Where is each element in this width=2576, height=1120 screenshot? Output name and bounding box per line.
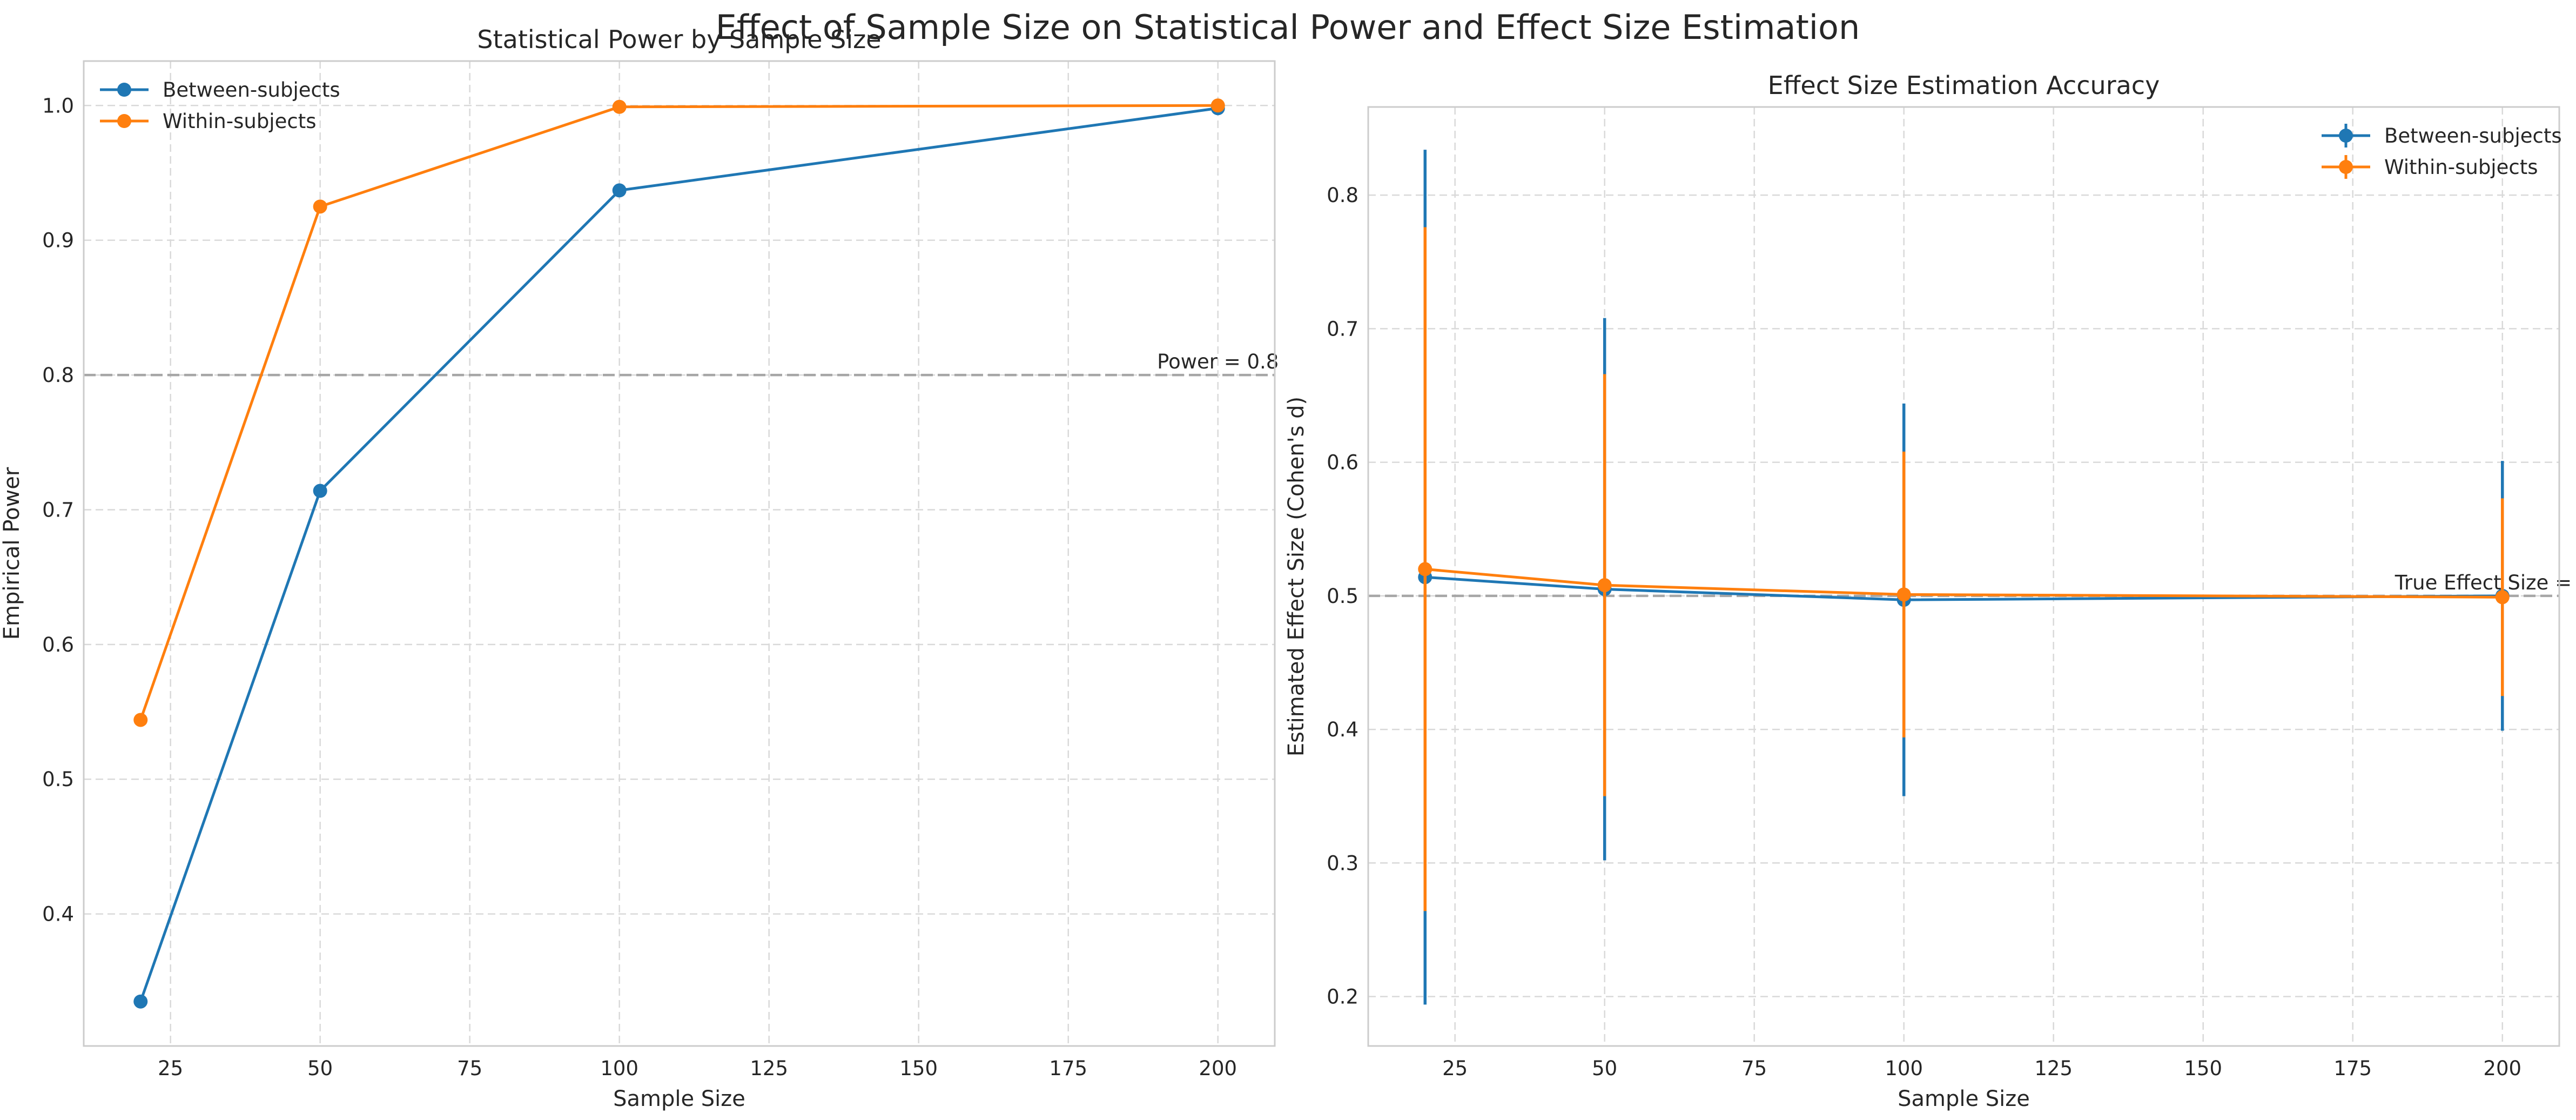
y-tick-label: 0.6: [1327, 451, 1358, 474]
data-point: [313, 484, 327, 498]
x-tick-label: 125: [2034, 1057, 2073, 1080]
series-line: [1425, 567, 2503, 599]
data-point: [1210, 98, 1225, 113]
data-point: [133, 994, 148, 1009]
data-point: [1597, 578, 1612, 593]
y-tick-label: 1.0: [42, 94, 74, 117]
figure-title: Effect of Sample Size on Statistical Pow…: [716, 8, 1860, 47]
x-axis-label: Sample Size: [613, 1087, 745, 1111]
x-tick-label: 50: [1592, 1057, 1617, 1080]
legend-label: Within-subjects: [163, 110, 316, 133]
x-tick-label: 100: [1885, 1057, 1923, 1080]
y-tick-label: 0.6: [42, 633, 74, 656]
legend-label: Between-subjects: [2384, 124, 2562, 147]
legend-label: Between-subjects: [163, 78, 340, 102]
power-chart: Power = 0.8 25 50 75 100 125 150 175 200 0.4 0.5 0.…: [0, 25, 1279, 1111]
y-tick-label: 0.9: [42, 229, 74, 252]
y-tick-label: 0.8: [1327, 184, 1358, 207]
y-tick-label: 0.4: [1327, 718, 1358, 741]
x-axis-label: Sample Size: [1898, 1087, 2030, 1111]
data-point: [2495, 590, 2510, 605]
series-line: [1425, 575, 2503, 601]
series-line: [139, 106, 1219, 1002]
legend-marker: [117, 114, 131, 128]
legend-label: Within-subjects: [2384, 156, 2538, 179]
x-tick-label: 150: [899, 1057, 938, 1080]
x-tick-label: 200: [2483, 1057, 2521, 1080]
reference-line-label: True Effect Size = 0.5: [2395, 571, 2576, 594]
x-tick-label: 25: [1442, 1057, 1468, 1080]
y-axis-label: Empirical Power: [0, 467, 24, 640]
data-point: [612, 99, 627, 114]
data-point: [133, 713, 148, 727]
x-tick-label: 200: [1199, 1057, 1237, 1080]
x-tick-label: 50: [307, 1057, 333, 1080]
y-tick-label: 0.5: [42, 768, 74, 791]
plot-frame: [1367, 106, 2560, 1047]
y-tick-label: 0.2: [1327, 985, 1358, 1009]
effect-size-chart: True Effect Size = 0.5 25 50 75 100 125 150 175…: [1284, 71, 2576, 1111]
y-tick-label: 0.3: [1327, 851, 1358, 875]
x-tick-label: 150: [2184, 1057, 2222, 1080]
reference-line-label: Power = 0.8: [1157, 350, 1279, 373]
x-tick-label: 75: [457, 1057, 482, 1080]
chart-title: Effect Size Estimation Accuracy: [1768, 71, 2160, 100]
x-tick-label: 25: [158, 1057, 183, 1080]
x-tick-label: 175: [2333, 1057, 2372, 1080]
y-axis-label: Estimated Effect Size (Cohen's d): [1284, 397, 1309, 756]
y-tick-label: 0.7: [42, 498, 74, 521]
x-tick-label: 75: [1741, 1057, 1767, 1080]
x-tick-label: 100: [600, 1057, 638, 1080]
y-tick-label: 0.5: [1327, 585, 1358, 608]
x-tick-label: 125: [750, 1057, 788, 1080]
y-tick-label: 0.8: [42, 364, 74, 387]
data-point: [1418, 562, 1432, 576]
y-tick-label: 0.7: [1327, 317, 1358, 340]
y-tick-label: 0.4: [42, 903, 74, 926]
x-tick-label: 175: [1049, 1057, 1087, 1080]
legend-marker: [117, 83, 131, 97]
data-point: [612, 183, 627, 198]
data-point: [313, 199, 327, 214]
data-point: [1896, 587, 1911, 602]
plot-frame: [83, 60, 1276, 1047]
chart-title: Statistical Power by Sample Size: [477, 25, 881, 54]
series-line: [139, 104, 1218, 721]
